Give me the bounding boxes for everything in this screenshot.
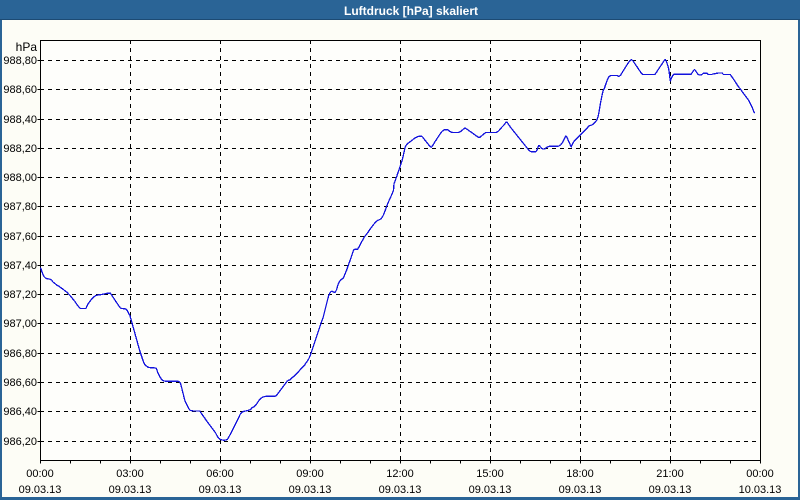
svg-text:hPa: hPa [16, 40, 38, 54]
svg-text:03:00: 03:00 [116, 468, 144, 480]
svg-text:09.03.13: 09.03.13 [289, 484, 332, 496]
svg-text:988,20: 988,20 [3, 143, 37, 155]
svg-text:987,00: 987,00 [3, 318, 37, 330]
svg-text:15:00: 15:00 [476, 468, 504, 480]
svg-text:09.03.13: 09.03.13 [469, 484, 512, 496]
svg-text:987,20: 987,20 [3, 289, 37, 301]
svg-text:988,00: 988,00 [3, 172, 37, 184]
svg-text:987,40: 987,40 [3, 260, 37, 272]
svg-text:09.03.13: 09.03.13 [649, 484, 692, 496]
svg-text:986,20: 986,20 [3, 436, 37, 448]
svg-text:988,80: 988,80 [3, 55, 37, 67]
svg-text:12:00: 12:00 [386, 468, 414, 480]
svg-text:00:00: 00:00 [26, 468, 54, 480]
svg-text:986,40: 986,40 [3, 406, 37, 418]
svg-text:10.03.13: 10.03.13 [739, 484, 782, 496]
svg-text:09:00: 09:00 [296, 468, 324, 480]
svg-text:18:00: 18:00 [566, 468, 594, 480]
svg-text:986,60: 986,60 [3, 377, 37, 389]
svg-text:09.03.13: 09.03.13 [19, 484, 62, 496]
svg-text:09.03.13: 09.03.13 [199, 484, 242, 496]
svg-text:987,80: 987,80 [3, 201, 37, 213]
svg-text:988,60: 988,60 [3, 84, 37, 96]
svg-text:09.03.13: 09.03.13 [559, 484, 602, 496]
svg-text:988,40: 988,40 [3, 114, 37, 126]
svg-text:00:00: 00:00 [746, 468, 774, 480]
svg-text:987,60: 987,60 [3, 231, 37, 243]
svg-text:06:00: 06:00 [206, 468, 234, 480]
svg-text:09.03.13: 09.03.13 [379, 484, 422, 496]
svg-text:21:00: 21:00 [656, 468, 684, 480]
svg-text:986,80: 986,80 [3, 348, 37, 360]
svg-text:09.03.13: 09.03.13 [109, 484, 152, 496]
